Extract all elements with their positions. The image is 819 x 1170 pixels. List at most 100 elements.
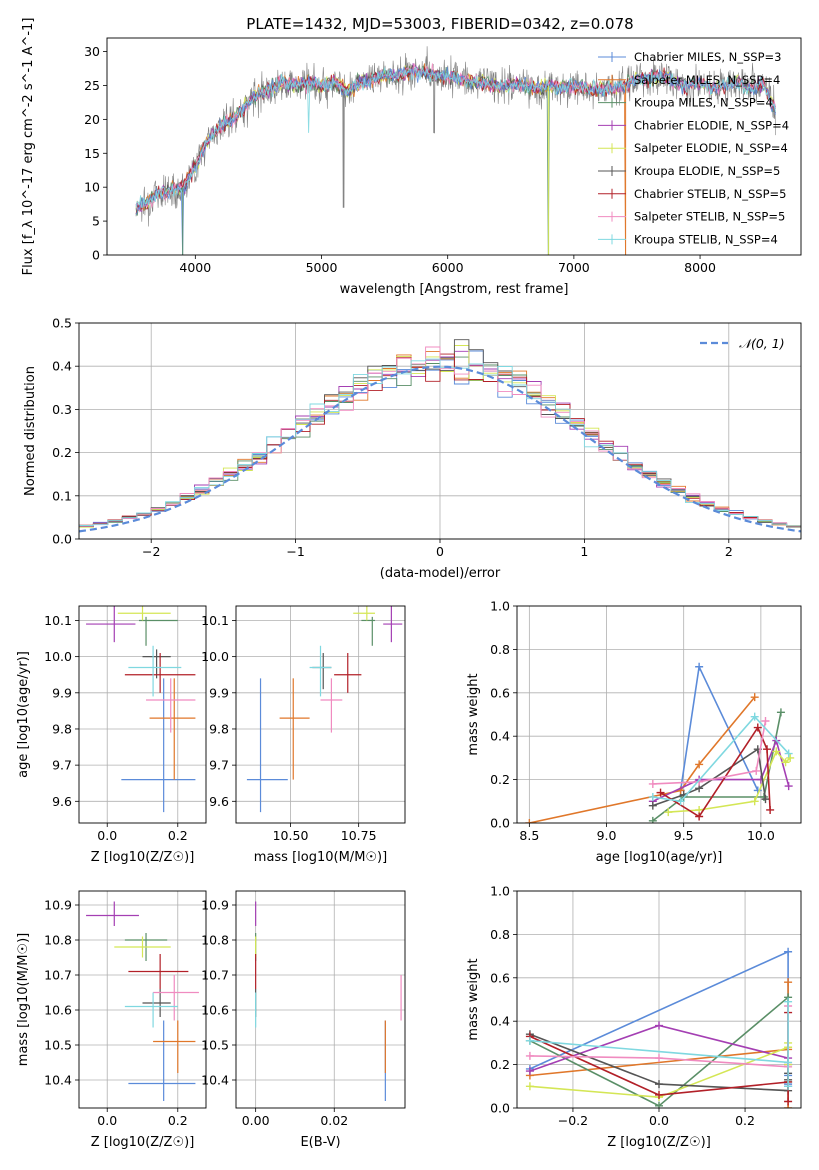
y-tick-label: 9.6 bbox=[52, 794, 72, 809]
plot-area bbox=[525, 662, 795, 823]
legend-label: Kroupa ELODIE, N_SSP=5 bbox=[634, 164, 780, 178]
x-axis-label: Z [log10(Z/Z☉)] bbox=[607, 1135, 711, 1150]
legend-label: Chabrier STELIB, N_SSP=5 bbox=[634, 187, 786, 201]
x-tick-label: −1 bbox=[286, 544, 304, 559]
y-tick-label: 0 bbox=[92, 248, 100, 263]
series-marker bbox=[784, 1097, 793, 1106]
errorbar-point-8 bbox=[320, 678, 343, 733]
errorbar-point-6 bbox=[142, 989, 171, 1017]
errorbar-point-2 bbox=[279, 678, 310, 780]
x-tick-label: 0.2 bbox=[735, 1113, 755, 1128]
axes-frame bbox=[235, 605, 406, 824]
y-tick-label: 15 bbox=[84, 146, 100, 161]
y-tick-label: 9.7 bbox=[52, 758, 72, 773]
axes-frame bbox=[78, 322, 802, 540]
series-line-2 bbox=[529, 696, 756, 823]
y-tick-label: 1.0 bbox=[490, 599, 510, 614]
series-marker bbox=[525, 1067, 534, 1076]
errorbar-point-4 bbox=[383, 606, 403, 643]
figure-title: PLATE=1432, MJD=53003, FIBERID=0342, z=0… bbox=[246, 15, 633, 33]
x-axis-label: mass [log10(M/M☉)] bbox=[254, 850, 387, 865]
errorbar-point-7 bbox=[334, 653, 362, 693]
errorbar-point-7 bbox=[128, 954, 189, 989]
y-tick-label: 0.1 bbox=[52, 488, 72, 503]
x-tick-label: 4000 bbox=[179, 260, 211, 275]
y-axis-label: mass weight bbox=[466, 958, 481, 1040]
y-tick-label: 5 bbox=[92, 214, 100, 229]
x-tick-label: 9.0 bbox=[597, 828, 617, 843]
series-marker bbox=[753, 723, 762, 732]
series-marker bbox=[525, 1051, 534, 1060]
x-tick-label: 5000 bbox=[306, 260, 338, 275]
y-axis-label: age [log10(age/yr)] bbox=[16, 651, 31, 778]
errorbar-point-8 bbox=[146, 678, 196, 733]
series-marker bbox=[676, 797, 685, 806]
y-tick-label: 10.1 bbox=[44, 613, 72, 628]
legend-label: Chabrier MILES, N_SSP=3 bbox=[634, 50, 781, 64]
series-marker bbox=[761, 717, 770, 726]
errorbar-point-4 bbox=[86, 606, 136, 643]
y-tick-label: 0.3 bbox=[52, 402, 72, 417]
series-marker bbox=[766, 805, 775, 814]
panel-age-vs-mass: 10.50 10.75 9.6 9.7 9.8 9.9 10.0 10.1 mass [log1… bbox=[201, 605, 406, 865]
y-tick-label: 0.5 bbox=[52, 316, 72, 331]
y-tick-label: 0.2 bbox=[52, 445, 72, 460]
model-spectrum-1 bbox=[135, 66, 776, 255]
y-tick-label: 10 bbox=[84, 180, 100, 195]
plot-area bbox=[86, 901, 199, 1101]
x-axis-label: Z [log10(Z/Z☉)] bbox=[91, 1135, 195, 1150]
series-line-9 bbox=[652, 715, 790, 803]
series-marker bbox=[655, 1090, 663, 1099]
x-tick-label: 10.0 bbox=[747, 828, 775, 843]
series-marker bbox=[664, 808, 673, 817]
y-tick-label: 1.0 bbox=[490, 884, 510, 899]
y-tick-label: 10.0 bbox=[44, 649, 72, 664]
panel-age-vs-Z: 0.0 0.2 9.6 9.7 9.8 9.9 10.0 10.1 Z [log10(Z/Z☉)… bbox=[16, 605, 207, 865]
y-tick-label: 0.4 bbox=[490, 729, 510, 744]
series-marker bbox=[695, 662, 704, 671]
y-axis-label: mass weight bbox=[466, 673, 481, 755]
x-tick-label: 0.02 bbox=[320, 1113, 348, 1128]
x-tick-label: −2 bbox=[142, 544, 160, 559]
y-tick-label: 9.9 bbox=[209, 685, 229, 700]
x-tick-label: 0.00 bbox=[242, 1113, 270, 1128]
errorbar-point-9 bbox=[128, 645, 182, 697]
y-tick-label: 10.7 bbox=[44, 968, 72, 983]
series-marker bbox=[695, 760, 704, 769]
x-tick-label: 9.5 bbox=[674, 828, 694, 843]
plot-area bbox=[86, 606, 196, 813]
errorbar-point-7 bbox=[124, 653, 196, 693]
y-tick-label: 10.0 bbox=[201, 649, 229, 664]
y-tick-label: 10.9 bbox=[201, 898, 229, 913]
y-tick-label: 0.2 bbox=[490, 772, 510, 787]
y-tick-label: 9.7 bbox=[209, 758, 229, 773]
series-marker bbox=[784, 782, 793, 791]
errorbar-point-8 bbox=[153, 975, 199, 1021]
panel-mass-weight-vs-age: 8.5 9.0 9.5 10.0 0.0 0.2 0.4 0.6 0.8 1.0 age [log1… bbox=[466, 599, 802, 865]
x-tick-label: 10.75 bbox=[341, 828, 377, 843]
series-marker bbox=[655, 1101, 663, 1108]
y-tick-label: 0.4 bbox=[490, 1014, 510, 1029]
x-tick-label: 8000 bbox=[684, 260, 716, 275]
y-tick-label: 10.4 bbox=[201, 1073, 229, 1088]
y-tick-label: 10.8 bbox=[201, 933, 229, 948]
series-marker bbox=[655, 1080, 663, 1089]
histogram-series-9 bbox=[79, 358, 801, 539]
series-marker bbox=[784, 978, 793, 987]
y-tick-label: 10.5 bbox=[44, 1038, 72, 1053]
y-tick-label: 9.6 bbox=[209, 794, 229, 809]
axes-frame bbox=[106, 37, 802, 256]
series-line-9 bbox=[529, 1001, 789, 1087]
series-marker bbox=[648, 779, 657, 788]
y-axis-label: mass [log10(M/M☉)] bbox=[16, 933, 31, 1066]
series-marker bbox=[750, 693, 759, 702]
y-tick-label: 0.6 bbox=[490, 685, 510, 700]
y-tick-label: 10.6 bbox=[201, 1003, 229, 1018]
y-tick-label: 0.8 bbox=[490, 642, 510, 657]
x-tick-label: 0.0 bbox=[97, 828, 117, 843]
x-axis-label: (data-model)/error bbox=[380, 566, 501, 581]
x-tick-label: −0.2 bbox=[558, 1113, 588, 1128]
series-marker bbox=[750, 712, 759, 721]
series-marker bbox=[784, 1058, 793, 1067]
